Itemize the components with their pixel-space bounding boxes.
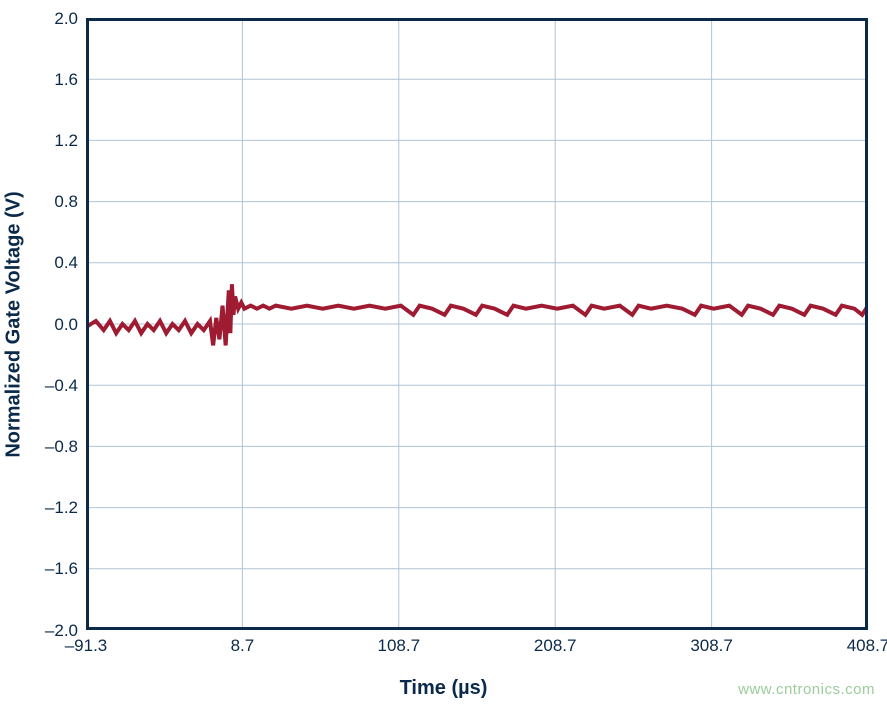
y-tick-label: 1.2 — [18, 131, 78, 151]
x-tick-label: 408.7 — [828, 636, 887, 656]
y-tick-label: –0.4 — [18, 376, 78, 396]
y-tick-label: –1.6 — [18, 559, 78, 579]
x-tick-label: 108.7 — [359, 636, 439, 656]
x-tick-label: 8.7 — [202, 636, 282, 656]
plot-area — [86, 18, 868, 630]
y-tick-label: 0.8 — [18, 192, 78, 212]
y-tick-label: 0.4 — [18, 253, 78, 273]
y-tick-label: 0.0 — [18, 315, 78, 335]
x-tick-label: 308.7 — [672, 636, 752, 656]
watermark: www.cntronics.com — [738, 681, 875, 698]
y-tick-label: –1.2 — [18, 498, 78, 518]
x-tick-label: –91.3 — [46, 636, 126, 656]
x-tick-label: 208.7 — [515, 636, 595, 656]
figure: Normalized Gate Voltage (V) –2.0–1.6–1.2… — [0, 0, 887, 708]
y-tick-label: –0.8 — [18, 437, 78, 457]
plot-svg — [86, 18, 868, 630]
y-tick-label: 2.0 — [18, 9, 78, 29]
y-tick-label: 1.6 — [18, 70, 78, 90]
